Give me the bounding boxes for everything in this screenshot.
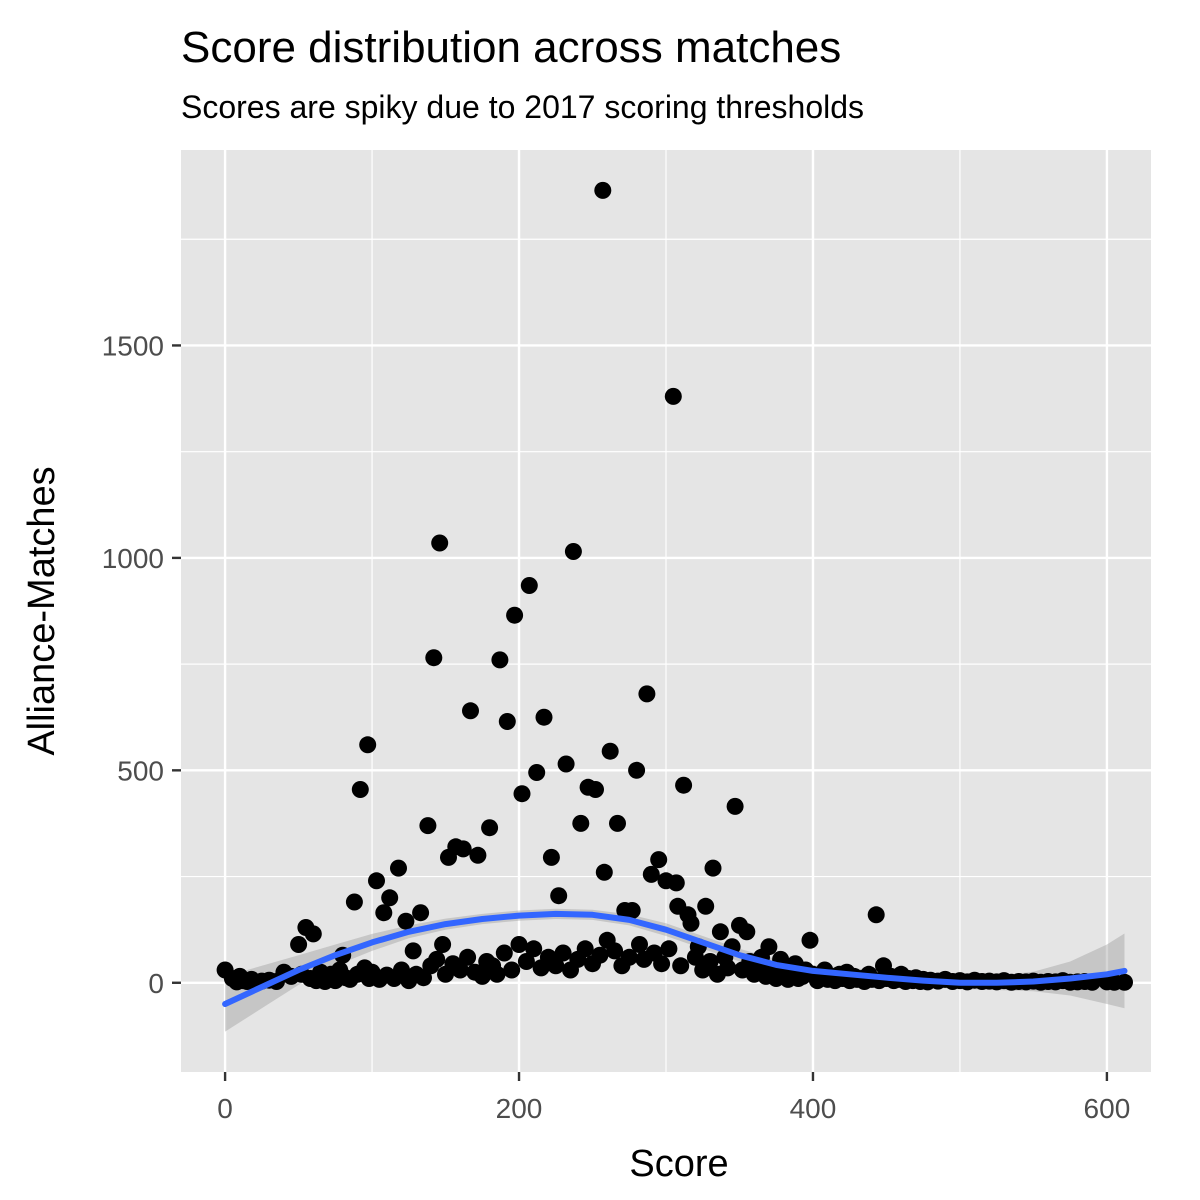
data-point — [351, 781, 369, 798]
data-point — [1116, 973, 1133, 991]
y-tick-label: 500 — [117, 755, 164, 786]
data-point — [425, 649, 443, 667]
minor-gridlines — [181, 150, 1151, 1072]
x-tick-label: 600 — [1084, 1093, 1131, 1124]
data-point — [451, 961, 469, 979]
data-point — [606, 942, 624, 960]
data-point — [506, 606, 524, 624]
data-point — [419, 817, 437, 835]
data-point — [495, 944, 513, 962]
data-point — [462, 702, 479, 720]
data-point — [609, 814, 626, 832]
data-point — [675, 776, 693, 794]
data-point — [397, 912, 415, 930]
data-point — [550, 887, 568, 905]
data-point — [390, 859, 407, 877]
chart-title: Score distribution across matches — [181, 23, 841, 72]
data-point — [631, 936, 648, 953]
data-point — [738, 923, 756, 941]
y-axis-title: Alliance-Matches — [21, 466, 63, 755]
data-point — [345, 893, 363, 911]
data-point — [375, 904, 393, 922]
data-point — [595, 863, 613, 881]
data-point — [412, 904, 430, 922]
data-point — [572, 814, 590, 832]
data-point — [672, 957, 690, 975]
y-tick-label: 1500 — [102, 330, 164, 361]
data-point — [682, 914, 700, 932]
data-point — [726, 797, 744, 815]
data-point — [454, 840, 472, 858]
data-point — [535, 708, 553, 726]
data-point — [481, 819, 499, 837]
data-point — [381, 889, 399, 907]
data-point — [542, 848, 560, 866]
data-point — [554, 944, 572, 962]
data-point — [431, 534, 449, 552]
data-point — [488, 965, 506, 983]
data-point — [697, 897, 715, 915]
data-point — [513, 785, 531, 803]
data-point — [660, 940, 678, 958]
smooth-line — [222, 910, 1128, 1007]
data-point — [701, 953, 719, 970]
data-point — [801, 931, 819, 949]
data-point — [601, 742, 619, 760]
y-tick-label: 0 — [148, 968, 164, 999]
data-point — [503, 961, 521, 979]
data-point — [650, 851, 668, 869]
data-point — [304, 925, 322, 943]
y-axis: 0 500 1000 1500 — [102, 330, 181, 999]
data-point — [459, 948, 477, 966]
x-axis-title: Score — [629, 1143, 728, 1185]
data-point — [576, 940, 594, 958]
data-point — [557, 755, 575, 773]
data-point — [628, 761, 646, 779]
data-point — [510, 936, 528, 953]
data-point — [368, 872, 385, 890]
x-tick-label: 200 — [496, 1093, 543, 1124]
data-point — [528, 764, 546, 781]
data-point — [359, 736, 377, 754]
data-point — [587, 781, 604, 798]
data-point — [473, 967, 491, 985]
data-point — [867, 906, 885, 924]
data-point — [564, 543, 582, 560]
x-axis: 0 200 400 600 — [217, 1072, 1130, 1124]
chart-subtitle: Scores are spiky due to 2017 scoring thr… — [181, 89, 864, 125]
data-point — [704, 859, 722, 877]
data-point — [525, 940, 543, 958]
x-tick-label: 0 — [217, 1093, 233, 1124]
data-point — [760, 938, 778, 956]
data-point — [594, 181, 612, 199]
data-point — [547, 957, 565, 975]
data-point — [290, 936, 308, 953]
y-tick-label: 1000 — [102, 543, 164, 574]
data-point — [428, 950, 446, 968]
data-point — [498, 713, 516, 730]
data-point — [469, 846, 487, 864]
x-tick-label: 400 — [790, 1093, 837, 1124]
data-point — [623, 902, 641, 919]
data-point — [517, 953, 535, 970]
data-point — [404, 942, 422, 960]
data-point — [642, 865, 660, 883]
major-gridlines — [181, 150, 1151, 1072]
data-point — [667, 874, 685, 892]
data-point — [620, 948, 638, 966]
data-point — [719, 959, 737, 977]
data-point — [711, 923, 729, 941]
data-point — [520, 577, 538, 594]
data-point — [591, 946, 609, 964]
data-point — [653, 955, 671, 973]
data-point — [491, 651, 509, 669]
data-point — [664, 387, 682, 405]
data-point — [638, 685, 656, 703]
data-point — [434, 936, 452, 953]
